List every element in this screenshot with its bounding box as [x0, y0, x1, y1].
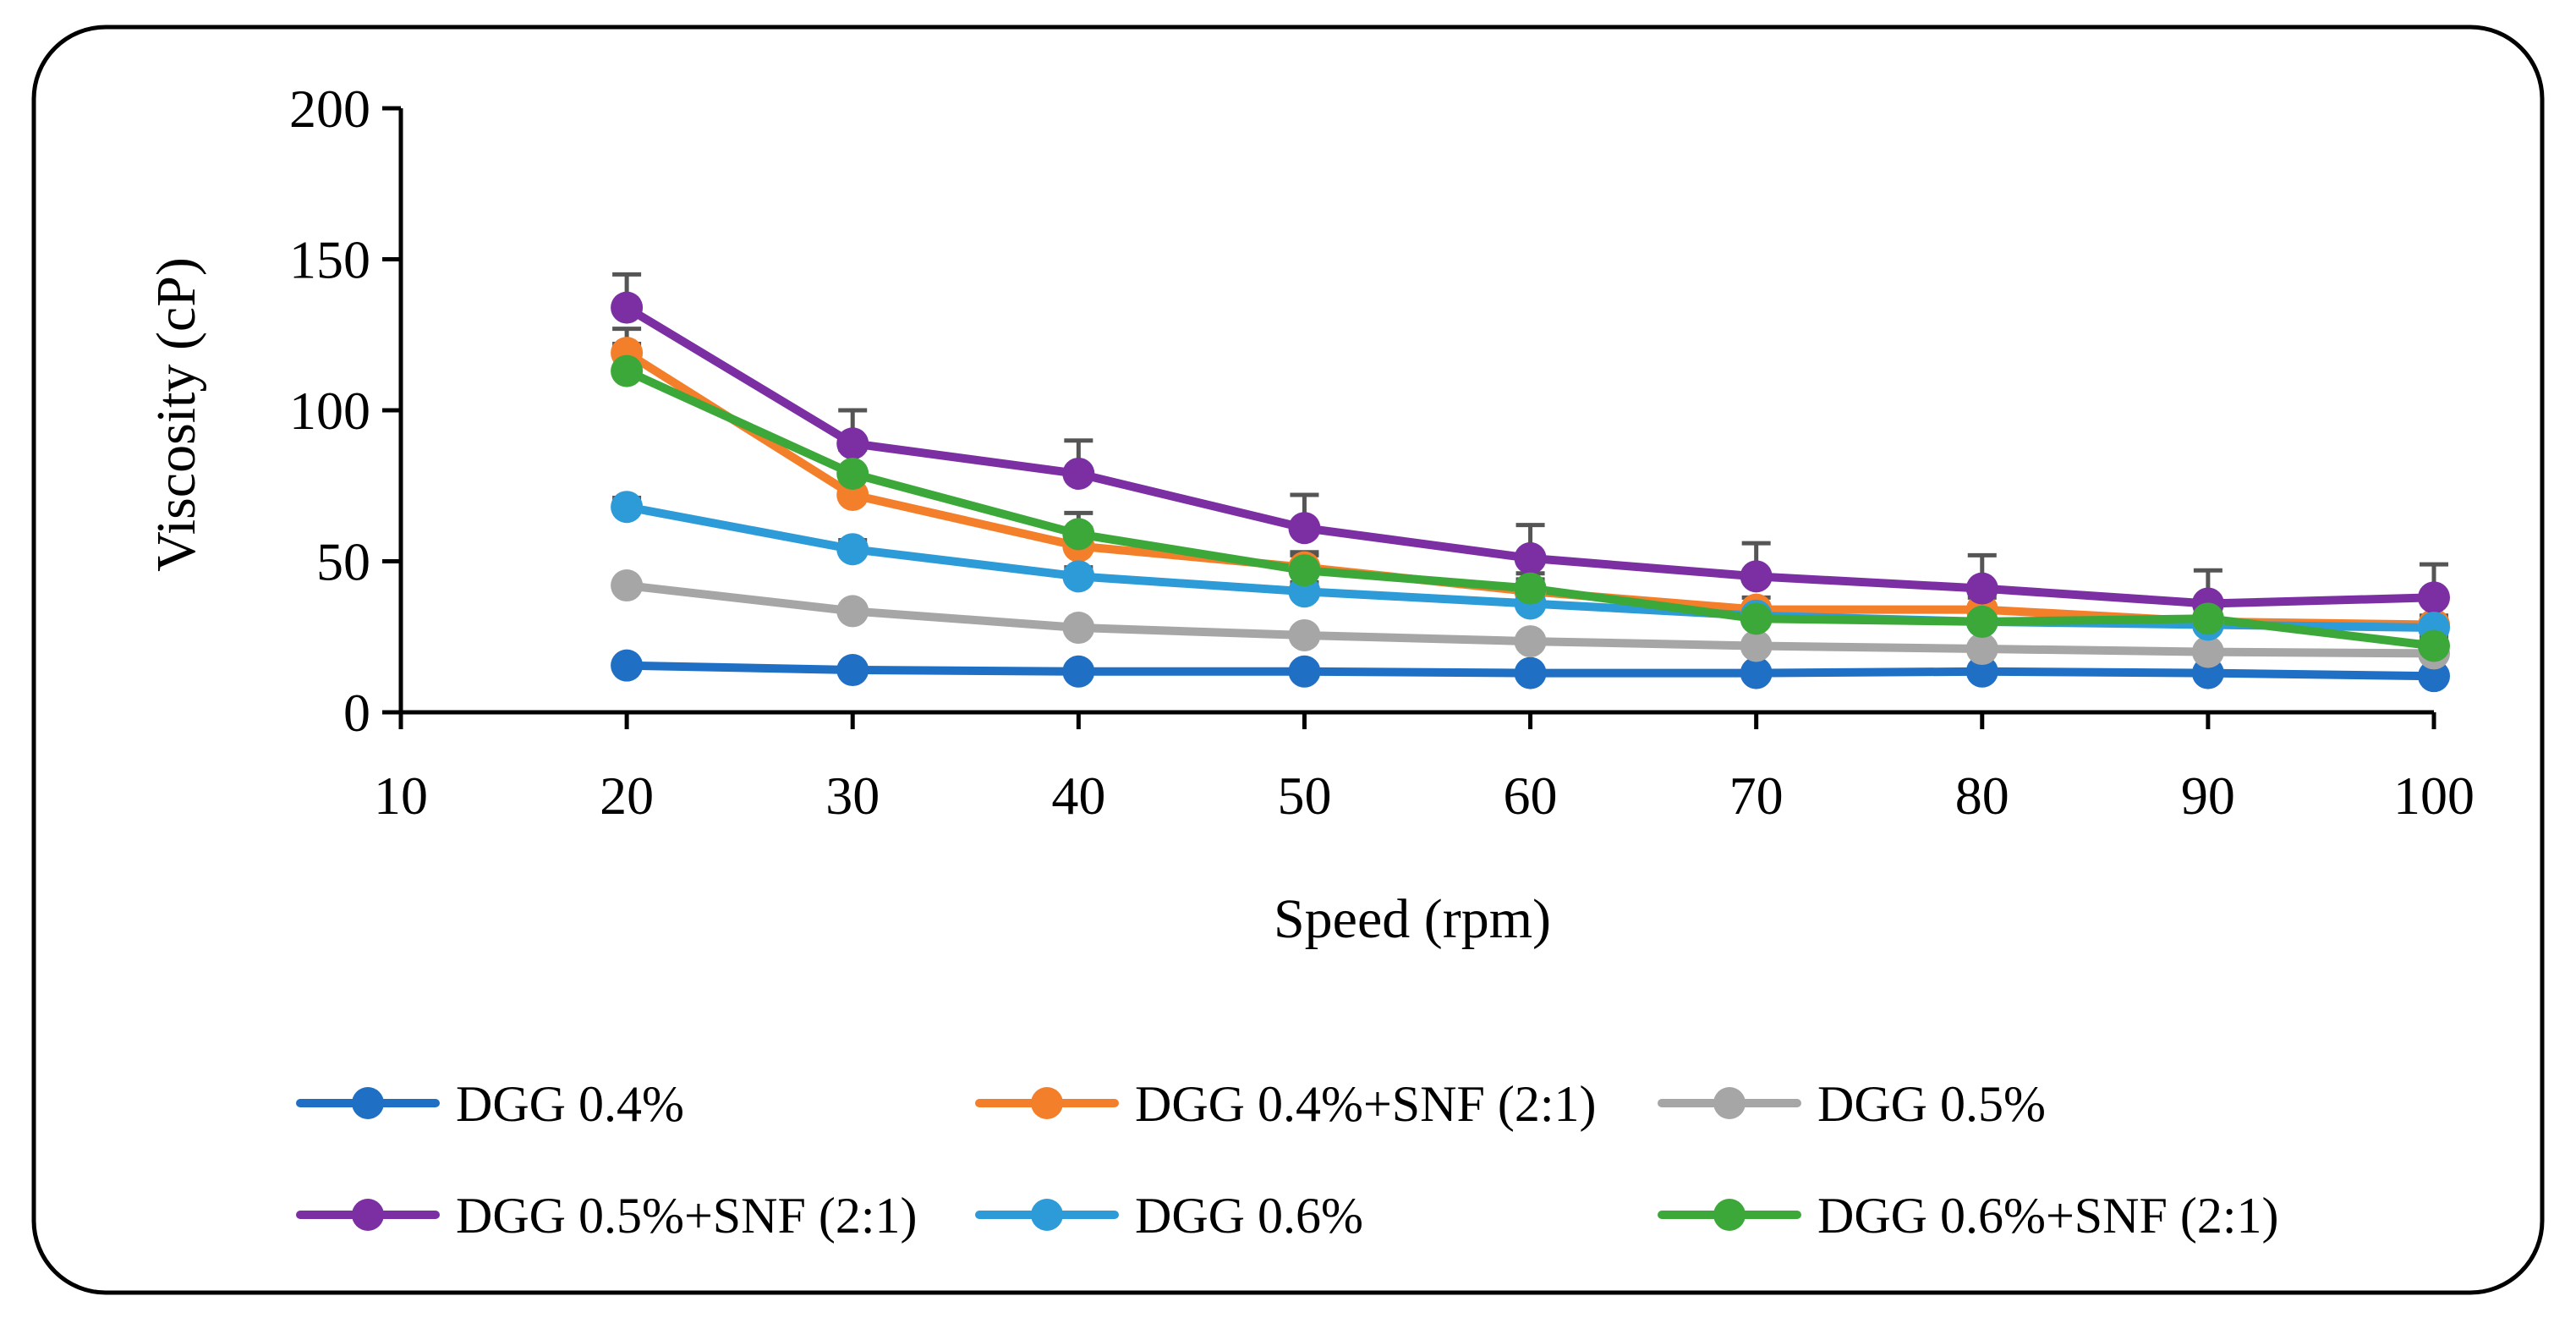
x-tick-label: 20	[600, 766, 654, 826]
data-point	[1062, 518, 1095, 551]
data-point	[1740, 602, 1773, 635]
data-point	[2418, 581, 2450, 614]
data-point	[836, 595, 869, 628]
legend-label: DGG 0.4%+SNF (2:1)	[1135, 1076, 1597, 1132]
data-point	[1062, 457, 1095, 490]
data-point	[2418, 629, 2450, 662]
legend-swatch-marker	[1031, 1087, 1063, 1119]
data-point	[836, 457, 869, 490]
data-point	[1288, 554, 1321, 587]
x-tick-label: 90	[2181, 766, 2235, 826]
data-point	[1740, 656, 1773, 689]
series-markers	[611, 291, 2450, 693]
data-point	[836, 533, 869, 566]
data-point	[1740, 629, 1773, 662]
x-tick-label: 10	[374, 766, 428, 826]
data-point	[836, 654, 869, 687]
legend-item: DGG 0.6%	[975, 1188, 1363, 1244]
y-tick-label: 50	[316, 532, 370, 592]
legend-swatch-marker	[352, 1199, 384, 1231]
y-tick-label: 150	[289, 230, 370, 290]
data-point	[1288, 655, 1321, 688]
data-point	[1062, 560, 1095, 593]
data-point	[1062, 655, 1095, 688]
data-point	[2191, 635, 2224, 668]
data-point	[611, 354, 644, 387]
legend-swatch-marker	[1713, 1087, 1746, 1119]
legend-swatch-marker	[1713, 1199, 1746, 1231]
y-tick-label: 0	[343, 683, 370, 743]
data-point	[1514, 572, 1547, 605]
data-point	[1965, 655, 1998, 688]
x-tick-label: 80	[1955, 766, 2009, 826]
data-point	[611, 491, 644, 524]
data-point	[611, 291, 644, 324]
legend: DGG 0.4% DGG 0.4%+SNF (2:1) DGG 0.5% DGG 0.…	[296, 1076, 2279, 1244]
legend-swatch-marker	[352, 1087, 384, 1119]
legend-label: DGG 0.5%	[1817, 1076, 2046, 1132]
axes: 0 50 100 150 200 10 20 30 40 50 60 70 80 90 100	[289, 79, 2475, 826]
data-point	[1514, 541, 1547, 574]
legend-item: DGG 0.4%	[296, 1076, 684, 1132]
data-point	[1514, 625, 1547, 658]
data-point	[1965, 633, 1998, 666]
x-axis-label: Speed (rpm)	[1274, 888, 1551, 950]
legend-swatch-marker	[1031, 1199, 1063, 1231]
data-point	[2191, 602, 2224, 635]
x-tick-label: 50	[1277, 766, 1331, 826]
data-point	[1288, 512, 1321, 545]
data-point	[1288, 618, 1321, 651]
data-point	[836, 427, 869, 460]
data-point	[2418, 660, 2450, 693]
x-tick-label: 30	[825, 766, 880, 826]
y-axis-label: Viscosity (cP)	[145, 257, 207, 572]
legend-item: DGG 0.6%+SNF (2:1)	[1658, 1188, 2279, 1244]
y-tick-label: 100	[289, 381, 370, 441]
legend-label: DGG 0.5%+SNF (2:1)	[456, 1188, 918, 1244]
legend-label: DGG 0.4%	[456, 1076, 684, 1132]
chart-border	[31, 25, 2545, 1295]
data-point	[1965, 605, 1998, 638]
legend-item: DGG 0.5%	[1658, 1076, 2046, 1132]
y-tick-label: 200	[289, 79, 370, 139]
data-point	[1514, 656, 1547, 689]
legend-item: DGG 0.5%+SNF (2:1)	[296, 1188, 918, 1244]
data-point	[611, 569, 644, 602]
x-tick-label: 60	[1504, 766, 1558, 826]
legend-item: DGG 0.4%+SNF (2:1)	[975, 1076, 1597, 1132]
x-tick-label: 100	[2393, 766, 2475, 826]
x-tick-label: 40	[1051, 766, 1105, 826]
data-point	[1062, 612, 1095, 645]
legend-label: DGG 0.6%	[1135, 1188, 1363, 1244]
legend-label: DGG 0.6%+SNF (2:1)	[1817, 1188, 2279, 1244]
x-tick-label: 70	[1729, 766, 1784, 826]
data-point	[611, 649, 644, 682]
data-point	[1965, 572, 1998, 605]
data-point	[1740, 560, 1773, 593]
